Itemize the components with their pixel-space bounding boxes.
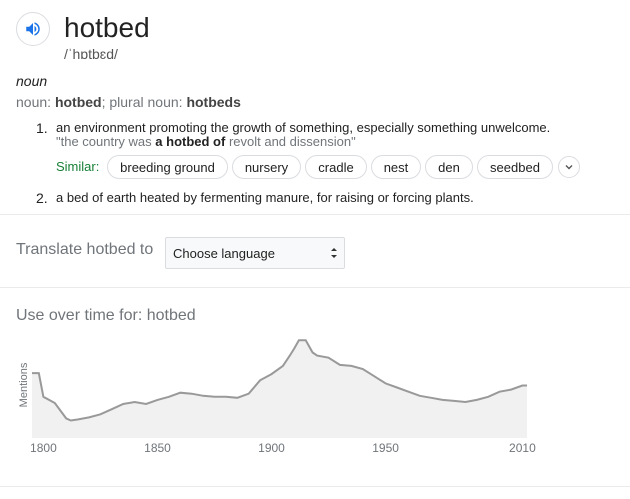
similar-chip[interactable]: den (425, 155, 473, 179)
translate-label: Translate hotbed to (16, 241, 154, 258)
x-tick-label: 1950 (372, 441, 399, 455)
definition-number: 2. (36, 190, 48, 206)
y-axis-label: Mentions (18, 362, 30, 407)
example-bold: a hotbed of (155, 134, 226, 149)
language-select[interactable]: Choose language (165, 237, 345, 269)
updown-arrows-icon (331, 248, 337, 258)
x-tick-label: 1800 (30, 441, 57, 455)
phonetic: /ˈhɒtbɛd/ (64, 46, 118, 62)
divider (0, 486, 630, 487)
example-pre: "the country was (56, 134, 156, 149)
similar-chip[interactable]: nest (371, 155, 421, 179)
divider (0, 214, 630, 215)
divider (0, 287, 630, 288)
x-tick-label: 1900 (258, 441, 285, 455)
example-post: revolt and dissension" (225, 134, 356, 149)
usage-title: Use over time for: hotbed (16, 307, 196, 324)
forms-prefix: noun: (16, 94, 55, 110)
usage-line (32, 339, 527, 422)
word-forms: noun: hotbed; plural noun: hotbeds (16, 94, 241, 110)
usage-chart: Mentions 1800 1850 1900 1950 2010 (18, 339, 536, 455)
similar-chip[interactable]: cradle (305, 155, 367, 179)
part-of-speech: noun (16, 73, 48, 89)
definition-text: a bed of earth heated by fermenting manu… (56, 190, 474, 205)
pronounce-button[interactable] (16, 12, 50, 46)
x-tick-label: 2010 (509, 441, 536, 455)
forms-mid: ; plural noun: (101, 94, 187, 110)
language-select-value: Choose language (173, 245, 275, 261)
definition-number: 1. (36, 120, 48, 136)
definition-text: an environment promoting the growth of s… (56, 120, 551, 135)
chevron-down-icon (565, 165, 573, 170)
headword: hotbed (64, 12, 150, 43)
similar-chip[interactable]: seedbed (477, 155, 553, 179)
x-tick-label: 1850 (144, 441, 171, 455)
similar-chip[interactable]: breeding ground (107, 155, 228, 179)
similar-chip[interactable]: nursery (232, 155, 301, 179)
similar-label: Similar: (56, 159, 100, 174)
definition-example: "the country was a hotbed of revolt and … (56, 134, 356, 149)
forms-word: hotbed (54, 94, 102, 110)
forms-plural: hotbeds (186, 94, 241, 110)
speaker-icon (26, 22, 40, 36)
usage-area (32, 340, 527, 438)
more-synonyms-button[interactable] (558, 156, 580, 178)
